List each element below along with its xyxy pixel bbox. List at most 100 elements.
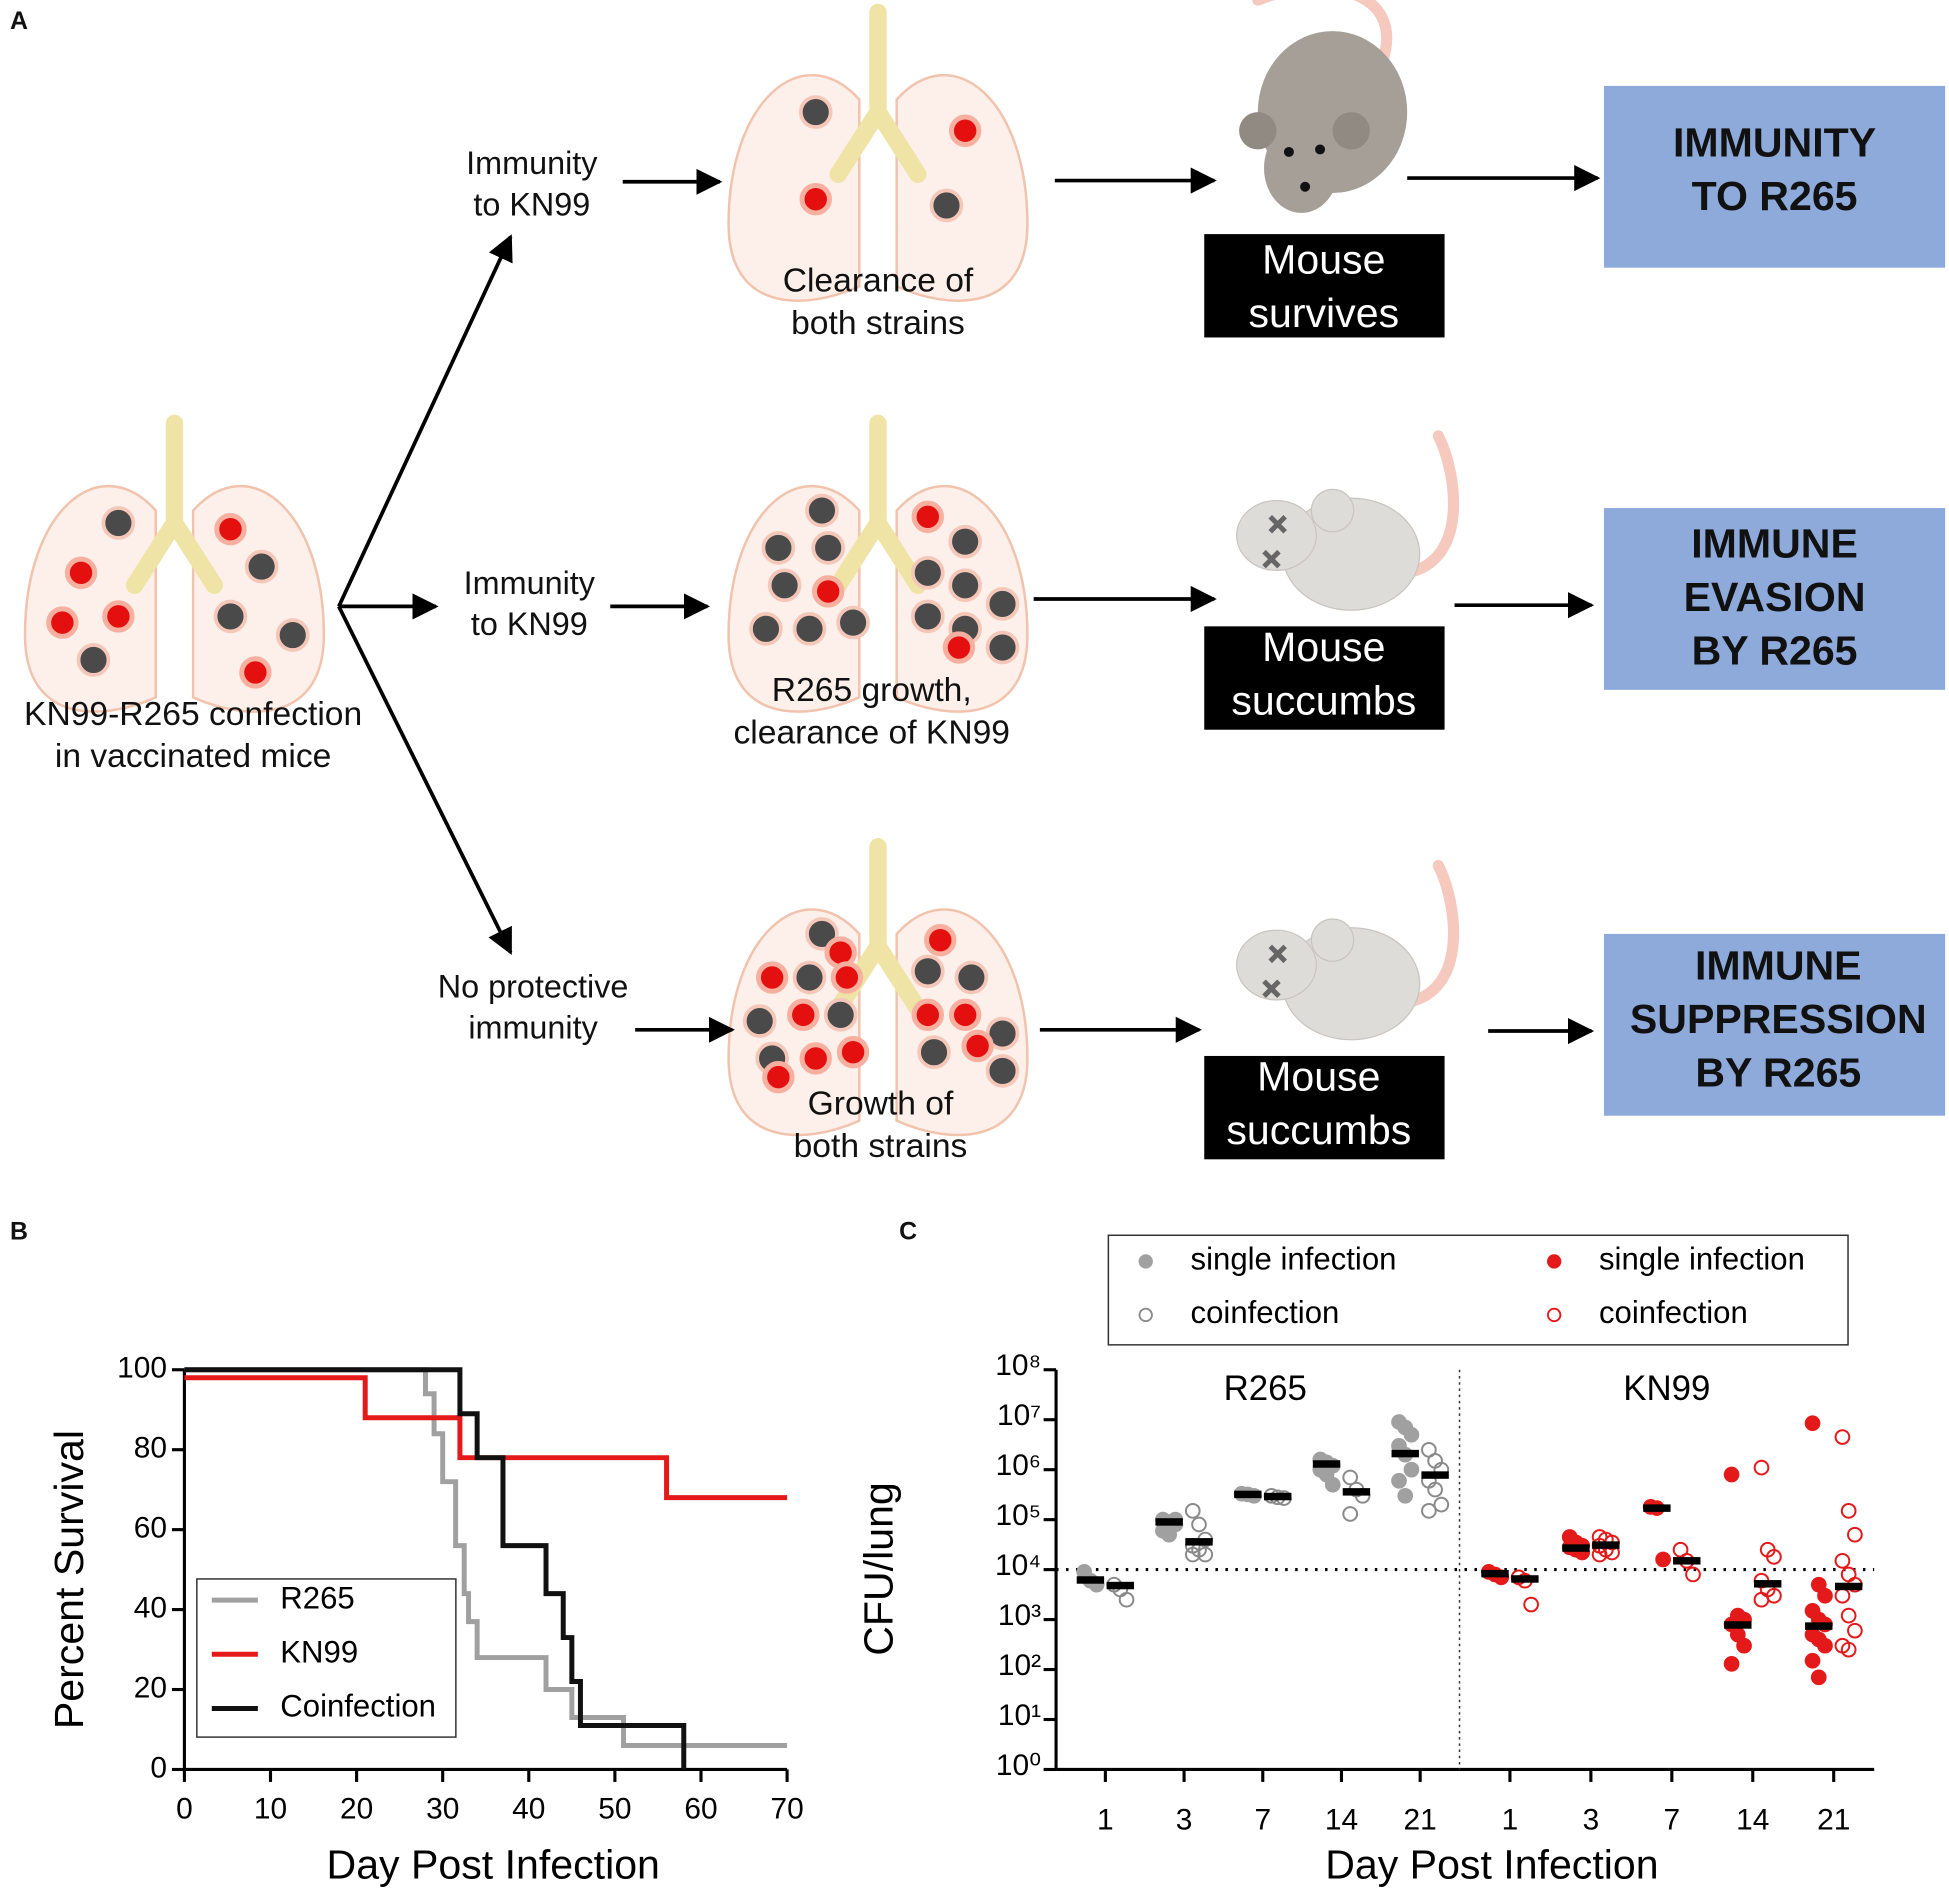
legend-marker bbox=[1138, 1254, 1153, 1269]
result-label: IMMUNE bbox=[1691, 521, 1858, 567]
cell-r265 bbox=[755, 961, 789, 994]
result-label: IMMUNE bbox=[1695, 943, 1862, 989]
panel-label: A bbox=[10, 7, 28, 35]
lung-illustration bbox=[727, 838, 1029, 1137]
outcome-box bbox=[1204, 1055, 1445, 1160]
median-bar bbox=[1155, 1518, 1183, 1526]
x-tick-label: 10 bbox=[254, 1792, 287, 1825]
arrow bbox=[337, 605, 513, 955]
cell-kn99 bbox=[954, 960, 989, 995]
survival-line bbox=[184, 1367, 687, 1770]
cell-kn99 bbox=[213, 599, 248, 634]
cell-r265 bbox=[911, 500, 944, 533]
x-tick-label: 60 bbox=[684, 1792, 717, 1825]
median-bar bbox=[1106, 1581, 1135, 1590]
legend-label: Coinfection bbox=[280, 1689, 436, 1724]
y-tick-label: 10⁵ bbox=[995, 1499, 1041, 1532]
median-bar bbox=[1643, 1504, 1671, 1512]
cell-kn99 bbox=[792, 612, 827, 646]
outcome-label: survives bbox=[1248, 290, 1399, 336]
median-bar bbox=[1754, 1580, 1782, 1588]
condition-label: immunity bbox=[468, 1009, 598, 1045]
data-point bbox=[1723, 1656, 1740, 1672]
group-label: KN99 bbox=[1623, 1369, 1710, 1408]
y-tick-label: 10⁸ bbox=[995, 1349, 1041, 1382]
legend-marker bbox=[1546, 1254, 1562, 1269]
lung-illustration bbox=[727, 3, 1029, 302]
mouse-nose bbox=[1300, 181, 1311, 192]
cell-r265 bbox=[787, 998, 820, 1032]
data-point bbox=[1804, 1652, 1821, 1669]
x-tick-label: 14 bbox=[1736, 1804, 1769, 1837]
data-point bbox=[1753, 1591, 1770, 1608]
median-bar bbox=[1421, 1471, 1449, 1479]
x-tick-label: 0 bbox=[176, 1792, 193, 1825]
y-tick-label: 40 bbox=[134, 1591, 167, 1624]
cell-r265 bbox=[836, 1036, 870, 1069]
x-tick-label: 3 bbox=[1176, 1804, 1193, 1837]
lung-lobe bbox=[23, 484, 158, 713]
legend-marker bbox=[1546, 1307, 1562, 1323]
lung-caption: Growth of bbox=[808, 1086, 954, 1123]
mouse-tail bbox=[1401, 859, 1460, 1009]
result-label: EVASION bbox=[1684, 574, 1866, 620]
panel-label: C bbox=[899, 1217, 917, 1245]
y-tick-label: 10⁷ bbox=[997, 1399, 1041, 1432]
mouse-tail bbox=[1401, 430, 1460, 579]
arrow bbox=[337, 234, 513, 608]
data-point bbox=[1403, 1426, 1420, 1443]
cell-kn99 bbox=[948, 524, 982, 559]
median-bar bbox=[1673, 1557, 1701, 1565]
mouse-head bbox=[1235, 499, 1317, 571]
source-label: KN99-R265 confection bbox=[24, 696, 362, 733]
cell-kn99 bbox=[910, 954, 945, 989]
panel-label: B bbox=[10, 1217, 28, 1245]
survival-line bbox=[184, 1367, 788, 1748]
data-point bbox=[1804, 1415, 1821, 1432]
cell-kn99 bbox=[836, 605, 870, 640]
median-bar bbox=[1481, 1569, 1509, 1578]
mouse-ear bbox=[1310, 918, 1355, 962]
lung-illustration bbox=[23, 414, 326, 713]
trachea bbox=[829, 3, 927, 184]
cell-kn99 bbox=[761, 531, 796, 565]
data-point bbox=[1810, 1669, 1827, 1686]
cell-r265 bbox=[911, 998, 944, 1032]
data-point bbox=[1397, 1487, 1414, 1504]
cell-kn99 bbox=[798, 95, 833, 129]
data-point bbox=[1342, 1469, 1359, 1486]
legend-label: single infection bbox=[1599, 1242, 1805, 1277]
result-label: SUPPRESSION bbox=[1630, 996, 1927, 1042]
x-tick-label: 7 bbox=[1254, 1804, 1271, 1837]
data-point bbox=[1161, 1526, 1177, 1543]
data-point bbox=[1197, 1546, 1214, 1563]
x-tick-label: 20 bbox=[340, 1792, 373, 1825]
data-point bbox=[1324, 1476, 1341, 1493]
median-bar bbox=[1342, 1488, 1371, 1496]
cell-kn99 bbox=[76, 643, 111, 677]
lung-caption: both strains bbox=[794, 1128, 968, 1165]
data-point bbox=[1847, 1526, 1863, 1543]
cell-r265 bbox=[811, 575, 845, 608]
data-point bbox=[1753, 1459, 1770, 1476]
cell-kn99 bbox=[823, 998, 858, 1032]
x-tick-label: 7 bbox=[1664, 1804, 1681, 1837]
cell-r265 bbox=[102, 600, 135, 633]
data-point bbox=[1591, 1546, 1608, 1563]
result-label: TO R265 bbox=[1692, 173, 1858, 219]
median-bar bbox=[1312, 1460, 1341, 1468]
x-tick-label: 1 bbox=[1097, 1804, 1114, 1837]
lung-caption: both strains bbox=[791, 305, 965, 342]
y-tick-label: 10⁶ bbox=[996, 1449, 1042, 1482]
median-bar bbox=[1562, 1544, 1590, 1552]
mouse-eye-x bbox=[1262, 515, 1287, 569]
median-bar bbox=[1592, 1541, 1620, 1549]
median-bar bbox=[1511, 1575, 1539, 1583]
survival-line bbox=[184, 1375, 788, 1501]
legend-label: R265 bbox=[280, 1580, 354, 1615]
lung-caption: clearance of KN99 bbox=[734, 715, 1011, 752]
x-tick-label: 21 bbox=[1817, 1804, 1850, 1837]
result-label: BY R265 bbox=[1692, 628, 1858, 674]
data-point bbox=[1736, 1637, 1752, 1654]
data-point bbox=[1840, 1503, 1857, 1519]
